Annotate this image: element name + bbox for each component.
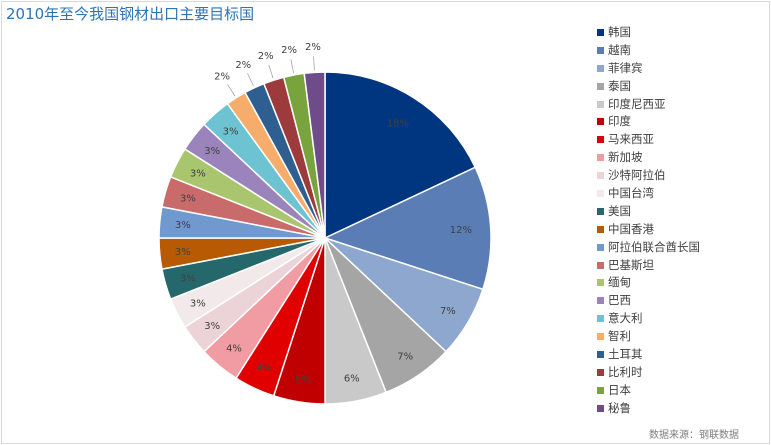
legend-label: 秘鲁 — [608, 400, 631, 415]
legend-label: 土耳其 — [608, 347, 643, 362]
leader-line-21 — [313, 56, 315, 71]
data-label-8: 3% — [204, 321, 220, 332]
data-label-13: 3% — [180, 194, 196, 205]
pie-slice-21 — [303, 71, 326, 239]
legend-swatch — [597, 154, 604, 162]
data-label-14: 3% — [190, 169, 206, 180]
data-label-6: 4% — [256, 363, 272, 374]
legend-swatch — [597, 136, 604, 144]
legend-swatch — [597, 333, 604, 341]
data-label-4: 6% — [344, 374, 360, 385]
legend-label: 韩国 — [608, 25, 631, 39]
legend-swatch — [597, 297, 604, 305]
data-label-1: 12% — [450, 225, 472, 236]
legend-swatch — [597, 351, 604, 359]
legend-label: 缅甸 — [608, 275, 631, 290]
legend-label: 菲律宾 — [608, 60, 643, 75]
data-label-17: 2% — [214, 71, 230, 82]
legend-label: 新加坡 — [608, 150, 643, 165]
legend-label: 泰国 — [608, 78, 631, 93]
legend-swatch — [597, 261, 604, 269]
legend-swatch — [597, 225, 604, 233]
legend-swatch — [597, 404, 604, 412]
chart-title: 2010年至今我国钢材出口主要目标国 — [6, 5, 255, 23]
pie-slice-1 — [322, 166, 492, 291]
data-label-11: 3% — [175, 247, 191, 258]
data-label-15: 3% — [204, 146, 220, 157]
legend-label: 越南 — [608, 42, 631, 57]
data-label-3: 7% — [397, 352, 413, 363]
legend-swatch — [597, 100, 604, 108]
data-label-5: 5% — [295, 375, 311, 386]
legend-swatch — [597, 82, 604, 90]
legend-label: 巴西 — [608, 293, 631, 308]
data-label-19: 2% — [258, 51, 274, 62]
legend-swatch — [597, 64, 604, 72]
data-label-7: 4% — [226, 344, 242, 355]
legend-swatch — [597, 29, 604, 36]
legend-label: 智利 — [608, 329, 631, 344]
legend-label: 马来西亚 — [608, 132, 654, 147]
legend-label: 印度 — [608, 114, 631, 129]
legend-label: 巴基斯坦 — [608, 257, 654, 272]
data-label-10: 3% — [180, 273, 196, 284]
data-label-18: 2% — [235, 60, 251, 71]
legend-label: 中国香港 — [608, 221, 654, 236]
legend-label: 美国 — [608, 203, 631, 218]
legend-swatch — [597, 207, 604, 215]
legend-label: 沙特阿拉伯 — [608, 168, 666, 183]
leader-line-20 — [290, 59, 294, 74]
legend-swatch — [597, 315, 604, 323]
leader-line-19 — [268, 64, 274, 79]
legend-label: 日本 — [608, 382, 631, 397]
data-label-2: 7% — [440, 306, 456, 317]
data-label-12: 3% — [175, 220, 191, 231]
source-note: 数据来源：钢联数据 — [649, 430, 739, 441]
legend-label: 比利时 — [608, 364, 643, 379]
leader-line-18 — [247, 73, 254, 87]
legend-swatch — [597, 279, 604, 287]
legend-label: 印度尼西亚 — [608, 96, 666, 111]
leader-line-17 — [227, 84, 236, 97]
legend-swatch — [597, 243, 604, 251]
data-label-9: 3% — [190, 298, 206, 309]
data-label-0: 18% — [387, 119, 409, 130]
data-label-21: 2% — [305, 42, 321, 53]
legend-label: 意大利 — [608, 311, 643, 326]
pie-slice-0 — [324, 71, 477, 240]
legend-swatch — [597, 190, 604, 198]
legend-swatch — [597, 368, 604, 376]
legend-label: 中国台湾 — [608, 186, 654, 201]
legend-swatch — [597, 172, 604, 180]
data-label-20: 2% — [281, 45, 297, 56]
data-label-16: 3% — [223, 126, 239, 137]
legend-swatch — [597, 46, 604, 54]
legend-swatch — [597, 386, 604, 394]
legend-swatch — [597, 118, 604, 126]
legend-label: 阿拉伯联合酋长国 — [608, 239, 700, 254]
